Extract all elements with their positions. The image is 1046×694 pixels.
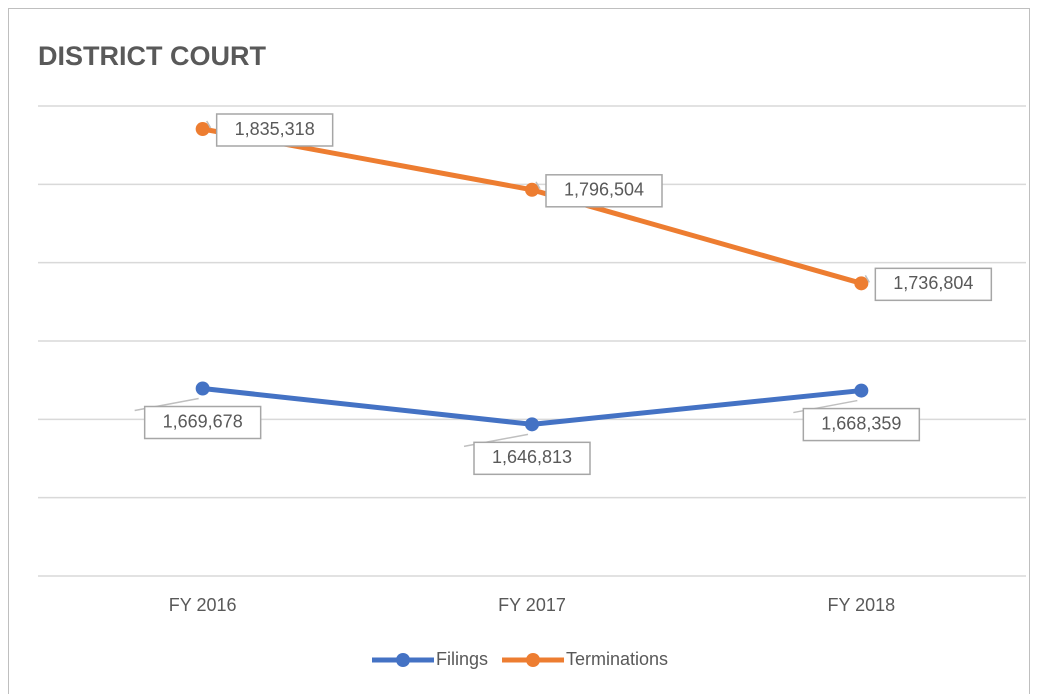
data-label-box [874,267,993,302]
data-label-box [802,407,921,442]
data-label: 1,669,678 [163,411,243,431]
marker [525,417,539,432]
legend-marker [396,653,410,667]
data-label: 1,796,504 [564,180,644,200]
leader-line [864,274,870,283]
data-label-box [215,113,334,147]
leader-line [206,120,212,129]
leader-line [535,181,541,190]
chart-title: DISTRICT COURT [38,41,266,71]
data-label: 1,835,318 [235,119,315,139]
data-label: 1,668,359 [821,413,901,433]
data-label-box [473,441,591,476]
marker [854,276,869,291]
data-label-box [143,405,262,440]
x-tick-label: FY 2017 [498,595,566,615]
legend-marker [526,653,541,667]
marker [195,122,210,137]
marker [195,381,210,396]
data-label: 1,736,804 [893,273,973,293]
marker [854,383,869,398]
data-label-box [545,174,663,208]
legend-label: Filings [436,649,488,669]
legend-label: Terminations [566,649,668,669]
chart-frame [8,8,1030,694]
marker [525,182,539,197]
x-tick-label: FY 2018 [827,595,895,615]
data-label: 1,646,813 [492,447,572,467]
x-tick-label: FY 2016 [169,595,237,615]
